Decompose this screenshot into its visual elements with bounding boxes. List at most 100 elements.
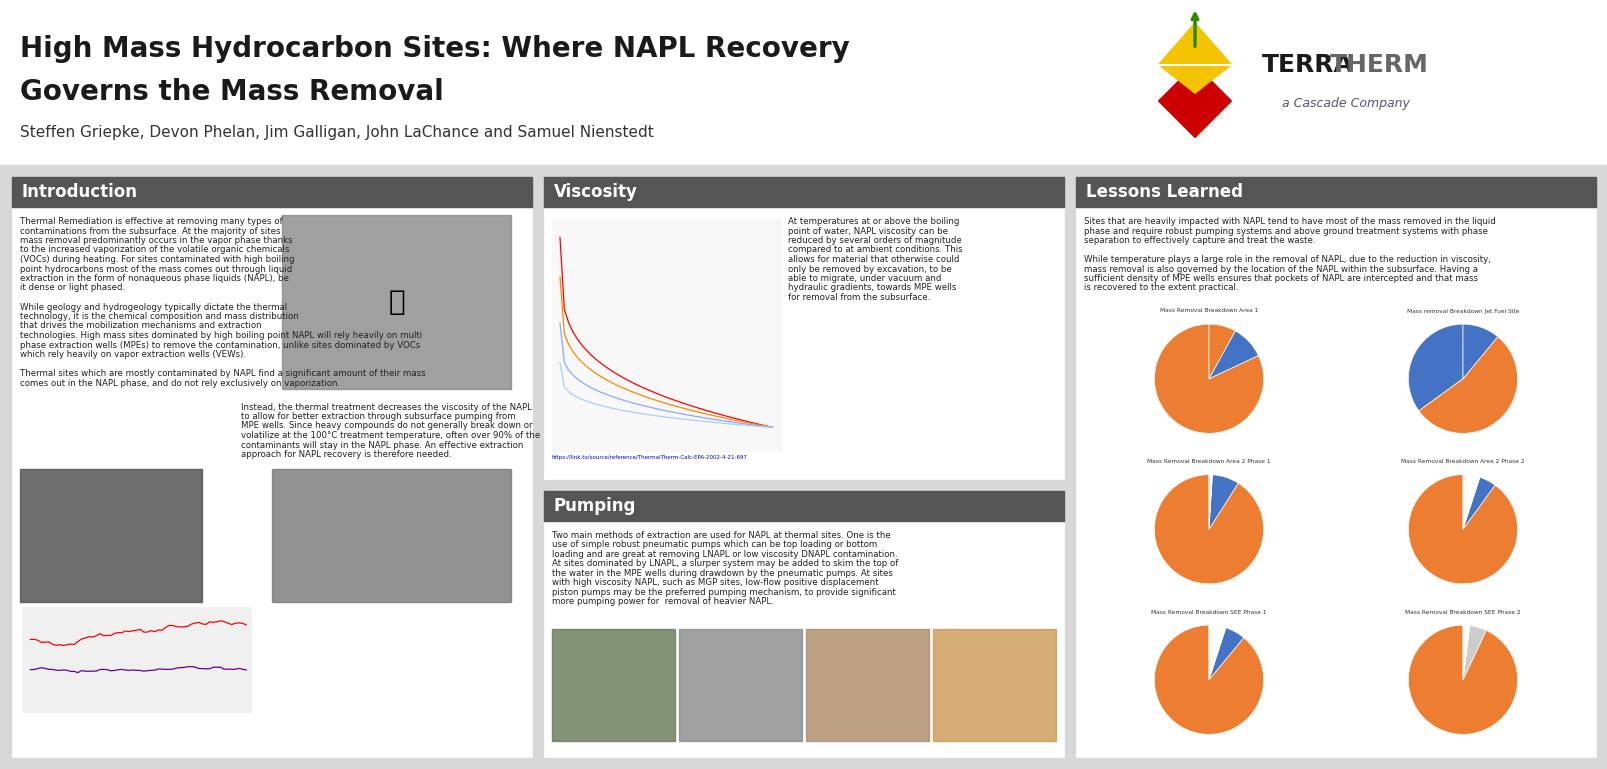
Text: 📷: 📷 [389,288,405,316]
Wedge shape [1154,625,1263,734]
Text: to the increased vaporization of the volatile organic chemicals: to the increased vaporization of the vol… [19,245,289,255]
Bar [1083,455,1334,601]
Text: MPE wells. Since heavy compounds do not generally break down or: MPE wells. Since heavy compounds do not … [241,421,532,431]
Text: Sites that are heavily impacted with NAPL tend to have most of the mass removed : Sites that are heavily impacted with NAP… [1083,217,1495,226]
Text: At sites dominated by LNAPL, a slurper system may be added to skim the top of: At sites dominated by LNAPL, a slurper s… [551,559,898,568]
Text: Mass removal Breakdown Jet Fuel Site: Mass removal Breakdown Jet Fuel Site [1406,308,1519,314]
Bar [11,177,532,207]
Wedge shape [1154,325,1263,434]
Text: mass removal is also governed by the location of the NAPL within the subsurface.: mass removal is also governed by the loc… [1083,265,1477,274]
Wedge shape [1208,331,1258,379]
Bar [543,177,1064,478]
Bar [932,629,1056,741]
Text: Pumping: Pumping [554,497,636,514]
Text: High Mass Hydrocarbon Sites: Where NAPL Recovery: High Mass Hydrocarbon Sites: Where NAPL … [19,35,848,63]
Bar [0,0,1607,165]
Text: compared to at ambient conditions. This: compared to at ambient conditions. This [787,245,963,255]
Wedge shape [1408,325,1462,411]
Text: approach for NAPL recovery is therefore needed.: approach for NAPL recovery is therefore … [241,450,452,459]
Bar [22,608,251,712]
Text: point hydrocarbons most of the mass comes out through liquid: point hydrocarbons most of the mass come… [19,265,292,274]
Text: reduced by several orders of magnitude: reduced by several orders of magnitude [787,236,961,245]
Text: contaminants will stay in the NAPL phase. An effective extraction: contaminants will stay in the NAPL phase… [241,441,522,450]
Wedge shape [1408,625,1517,734]
Text: TERRA: TERRA [1261,53,1353,77]
Bar [0,165,1607,769]
Wedge shape [1208,474,1212,529]
Text: Mass Removal Breakdown Area 2 Phase 1: Mass Removal Breakdown Area 2 Phase 1 [1146,459,1270,464]
Wedge shape [1408,474,1517,584]
Text: Mass Removal Breakdown SEE Phase 1: Mass Removal Breakdown SEE Phase 1 [1151,610,1266,614]
Text: Thermal Remediation is effective at removing many types of: Thermal Remediation is effective at remo… [19,217,283,226]
Text: phase and require robust pumping systems and above ground treatment systems with: phase and require robust pumping systems… [1083,227,1486,235]
Bar [19,469,202,602]
Wedge shape [1208,474,1237,529]
Text: Viscosity: Viscosity [554,183,638,201]
Bar [1337,605,1588,752]
Text: Mass Removal Breakdown Area 1: Mass Removal Breakdown Area 1 [1159,308,1257,314]
Text: mass removal predominantly occurs in the vapor phase thanks: mass removal predominantly occurs in the… [19,236,292,245]
Text: Steffen Griepke, Devon Phelan, Jim Galligan, John LaChance and Samuel Nienstedt: Steffen Griepke, Devon Phelan, Jim Galli… [19,125,654,140]
Polygon shape [1159,23,1231,93]
Text: loading and are great at removing LNAPL or low viscosity DNAPL contamination.: loading and are great at removing LNAPL … [551,550,897,558]
Bar [805,629,929,741]
Text: contaminations from the subsurface. At the majority of sites: contaminations from the subsurface. At t… [19,227,280,235]
Text: point of water, NAPL viscosity can be: point of water, NAPL viscosity can be [787,227,948,235]
Bar [551,219,781,451]
Text: THERM: THERM [1329,53,1429,77]
Text: extraction in the form of nonaqueous phase liquids (NAPL), be: extraction in the form of nonaqueous pha… [19,274,289,283]
Polygon shape [1159,65,1231,138]
Bar [543,491,1064,521]
Text: separation to effectively capture and treat the waste.: separation to effectively capture and tr… [1083,236,1315,245]
Wedge shape [1208,325,1234,379]
Text: it dense or light phased.: it dense or light phased. [19,284,125,292]
Text: volatilize at the 100°C treatment temperature, often over 90% of the: volatilize at the 100°C treatment temper… [241,431,540,440]
Text: Lessons Learned: Lessons Learned [1085,183,1242,201]
Wedge shape [1462,625,1469,680]
Text: At temperatures at or above the boiling: At temperatures at or above the boiling [787,217,959,226]
Bar [543,177,1064,207]
Text: Introduction: Introduction [22,183,138,201]
Text: to allow for better extraction through subsurface pumping from: to allow for better extraction through s… [241,412,516,421]
Text: Mass Removal Breakdown Area 2 Phase 2: Mass Removal Breakdown Area 2 Phase 2 [1400,459,1523,464]
Wedge shape [1208,625,1225,680]
Text: Governs the Mass Removal: Governs the Mass Removal [19,78,444,106]
Text: more pumping power for  removal of heavier NAPL.: more pumping power for removal of heavie… [551,597,773,606]
Text: While geology and hydrogeology typically dictate the thermal: While geology and hydrogeology typically… [19,302,288,311]
Text: sufficient density of MPE wells ensures that pockets of NAPL are intercepted and: sufficient density of MPE wells ensures … [1083,274,1477,283]
Text: https://link.to/source/reference/ThermalTherm-Calc-EPA-2002-4-21-697: https://link.to/source/reference/Thermal… [551,454,747,460]
Bar [283,215,511,389]
Bar [1075,177,1596,207]
Bar [1083,605,1334,752]
Text: that drives the mobilization mechanisms and extraction: that drives the mobilization mechanisms … [19,321,262,331]
Wedge shape [1154,474,1263,584]
Text: which rely heavily on vapor extraction wells (VEWs).: which rely heavily on vapor extraction w… [19,350,246,359]
Text: piston pumps may be the preferred pumping mechanism, to provide significant: piston pumps may be the preferred pumpin… [551,588,895,597]
Wedge shape [1462,625,1485,680]
Text: for removal from the subsurface.: for removal from the subsurface. [787,293,930,302]
Text: able to migrate, under vacuum and: able to migrate, under vacuum and [787,274,942,283]
Bar [678,629,802,741]
Bar [1083,305,1334,451]
Text: Two main methods of extraction are used for NAPL at thermal sites. One is the: Two main methods of extraction are used … [551,531,890,540]
Wedge shape [1462,325,1496,379]
Text: Thermal sites which are mostly contaminated by NAPL find a significant amount of: Thermal sites which are mostly contamina… [19,369,426,378]
Bar [272,469,511,602]
Bar [1337,455,1588,601]
Text: technology, it is the chemical composition and mass distribution: technology, it is the chemical compositi… [19,312,299,321]
Wedge shape [1462,474,1478,529]
Text: (VOCs) during heating. For sites contaminated with high boiling: (VOCs) during heating. For sites contami… [19,255,294,264]
Text: is recovered to the extent practical.: is recovered to the extent practical. [1083,284,1237,292]
Text: the water in the MPE wells during drawdown by the pneumatic pumps. At sites: the water in the MPE wells during drawdo… [551,568,892,578]
Bar [11,177,532,757]
Text: Instead, the thermal treatment decreases the viscosity of the NAPL: Instead, the thermal treatment decreases… [241,402,532,411]
Text: a Cascade Company: a Cascade Company [1281,97,1409,110]
Text: with high viscosity NAPL, such as MGP sites, low-flow positive displacement: with high viscosity NAPL, such as MGP si… [551,578,877,587]
Text: hydraulic gradients, towards MPE wells: hydraulic gradients, towards MPE wells [787,284,956,292]
Wedge shape [1417,337,1517,434]
Text: use of simple robust pneumatic pumps which can be top loading or bottom: use of simple robust pneumatic pumps whi… [551,540,877,549]
Text: only be removed by excavation, to be: only be removed by excavation, to be [787,265,951,274]
Text: While temperature plays a large role in the removal of NAPL, due to the reductio: While temperature plays a large role in … [1083,255,1490,264]
Wedge shape [1462,478,1495,529]
Text: comes out in the NAPL phase, and do not rely exclusively on vaporization.: comes out in the NAPL phase, and do not … [19,378,341,388]
